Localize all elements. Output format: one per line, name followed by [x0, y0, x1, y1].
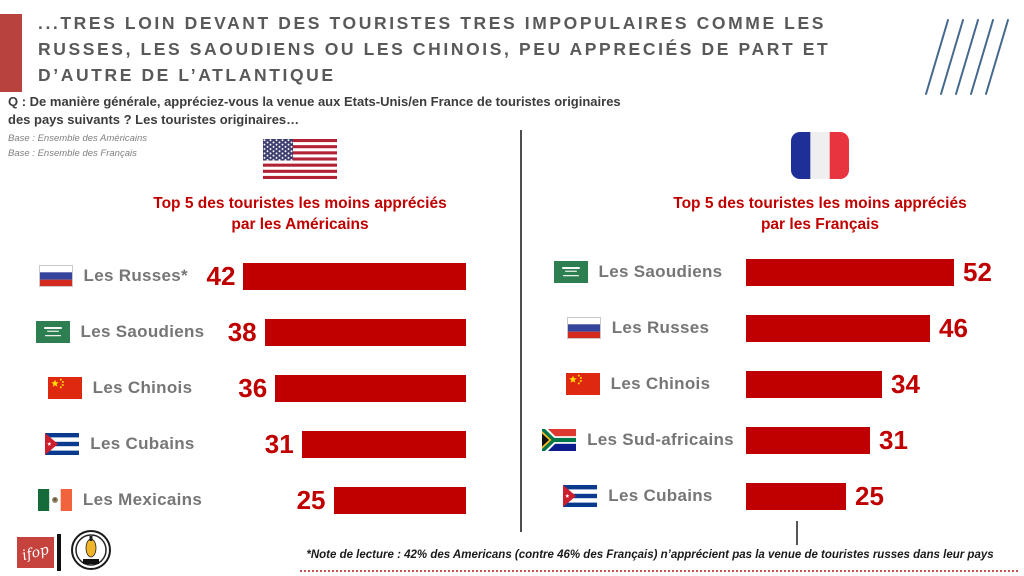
bar-zone: 25 [220, 485, 466, 516]
category-label: Les Cubains [608, 486, 713, 505]
chart-row: Les Saoudiens 52 [530, 244, 1022, 300]
france-flag-icon [791, 132, 849, 184]
value-label: 52 [963, 256, 992, 287]
bar [746, 426, 870, 454]
category: Les Russes [530, 317, 746, 339]
left-chart-rows: Les Russes* 42 Les Saoudiens 38 Les Chinois 3… [20, 248, 466, 528]
chart-row: Les Chinois 34 [530, 356, 1022, 412]
bar [275, 374, 466, 402]
category: Les Cubains [530, 485, 746, 507]
chart-row: Les Russes* 42 [20, 248, 466, 304]
seal-emblem-icon [75, 534, 107, 566]
chart-row: Les Sud-africains 31 [530, 412, 1022, 468]
value-label: 25 [855, 480, 884, 511]
bar [301, 430, 466, 458]
flag-china-icon [47, 377, 82, 399]
bar-zone: 38 [220, 317, 466, 348]
category: Les Chinois [20, 377, 220, 399]
right-chart-title: Top 5 des touristes les moins appréciés … [673, 195, 967, 233]
value-label: 36 [238, 372, 268, 403]
category-label: Les Saoudiens [80, 322, 205, 341]
chart-row: Les Cubains 25 [530, 468, 1022, 524]
value-label: 38 [227, 316, 257, 347]
category: Les Sud-africains [530, 429, 746, 451]
reading-note: *Note de lecture : 42% des Americans (co… [306, 549, 994, 561]
chart-row: Les Chinois 36 [20, 360, 466, 416]
right-chart-rows: Les Saoudiens 52 Les Russes 46 Les Chinois 34… [530, 244, 1022, 524]
chart-row: Les Mexicains 25 [20, 472, 466, 528]
us-flag-icon [263, 139, 337, 184]
footer-dotted-line [300, 570, 1018, 572]
bar [264, 318, 466, 346]
bar [746, 258, 954, 286]
slide-title: ...TRES LOIN DEVANT DES TOURISTES TRES I… [38, 13, 831, 85]
category-label: Les Chinois [92, 378, 193, 397]
chart-row: Les Saoudiens 38 [20, 304, 466, 360]
category: Les Cubains [20, 433, 220, 455]
flag-cuba-icon [45, 433, 80, 455]
bar [746, 370, 882, 398]
logo-separator [57, 534, 61, 571]
flag-mexico-icon [37, 489, 72, 511]
base-americans-note: Base : Ensemble des Américains [8, 133, 148, 144]
flag-china-icon [565, 373, 600, 395]
value-label: 31 [264, 428, 294, 459]
bar [746, 314, 930, 342]
footer-divider-tick [796, 521, 798, 545]
question-text: Q : De manière générale, appréciez-vous … [8, 94, 621, 127]
chart-row: Les Cubains 31 [20, 416, 466, 472]
category-label: Les Saoudiens [598, 262, 723, 281]
left-chart-title: Top 5 des touristes les moins appréciés … [153, 195, 447, 233]
category-label: Les Russes [611, 318, 710, 337]
category: Les Russes* [20, 265, 206, 287]
category-label: Les Russes* [83, 266, 188, 285]
flag-russia-icon [38, 265, 73, 287]
category: Les Chinois [530, 373, 746, 395]
base-french-note: Base : Ensemble des Français [8, 148, 137, 159]
flag-cuba-icon [563, 485, 598, 507]
flag-saudi-arabia-icon [553, 261, 588, 283]
bar [243, 262, 466, 290]
value-label: 31 [879, 424, 908, 455]
panel-divider [520, 130, 522, 532]
bar-zone: 31 [220, 429, 466, 460]
ifop-logo: ifop [17, 537, 54, 568]
diagonal-lines-decoration [925, 19, 1009, 95]
bar [333, 486, 466, 514]
category: Les Mexicains [20, 489, 220, 511]
category-label: Les Mexicains [82, 490, 203, 509]
value-label: 42 [206, 260, 236, 291]
bar [746, 482, 846, 510]
value-label: 25 [296, 484, 326, 515]
bar-zone: 36 [220, 373, 466, 404]
bar-zone: 42 [206, 261, 466, 292]
category: Les Saoudiens [20, 321, 220, 343]
category-label: Les Chinois [610, 374, 711, 393]
value-label: 34 [891, 368, 920, 399]
ifop-logo-text: ifop [20, 541, 51, 564]
category-label: Les Cubains [90, 434, 195, 453]
city-seal-logo [71, 530, 111, 570]
flag-saudi-arabia-icon [35, 321, 70, 343]
category-label: Les Sud-africains [587, 430, 734, 449]
value-label: 46 [939, 312, 968, 343]
flag-south-africa-icon [542, 429, 577, 451]
chart-row: Les Russes 46 [530, 300, 1022, 356]
right-panel-header: Top 5 des touristes les moins appréciés … [640, 132, 1000, 235]
left-panel-header: Top 5 des touristes les moins appréciés … [115, 139, 485, 235]
title-accent-bar [0, 14, 22, 92]
flag-russia-icon [566, 317, 601, 339]
category: Les Saoudiens [530, 261, 746, 283]
